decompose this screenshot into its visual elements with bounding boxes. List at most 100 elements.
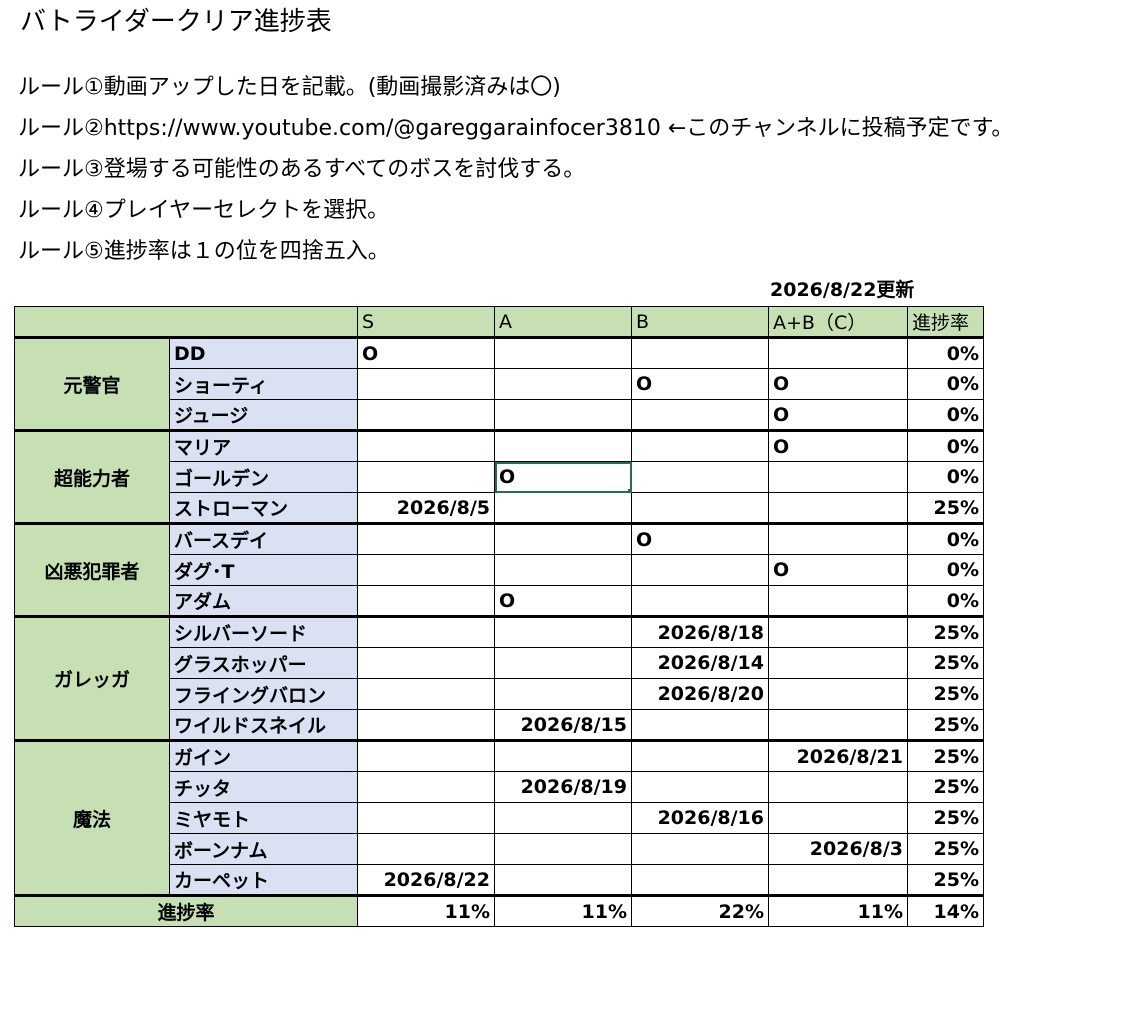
progress-cell[interactable]	[631, 429, 769, 462]
header-blank-cell[interactable]	[14, 306, 358, 339]
rate-cell[interactable]: 25%	[907, 739, 984, 772]
rate-cell[interactable]: 25%	[907, 833, 984, 865]
progress-cell[interactable]	[768, 615, 908, 648]
progress-cell[interactable]: O	[768, 368, 908, 400]
boss-name[interactable]: ゴールデン	[169, 461, 358, 493]
boss-name[interactable]: チッタ	[169, 771, 358, 803]
progress-cell[interactable]	[357, 399, 495, 431]
progress-cell[interactable]	[357, 615, 495, 648]
progress-cell[interactable]: O	[494, 461, 632, 493]
progress-cell[interactable]	[494, 337, 632, 369]
rate-cell[interactable]: 0%	[907, 429, 984, 462]
rate-cell[interactable]: 0%	[907, 461, 984, 493]
group-label[interactable]: 凶悪犯罪者	[14, 522, 170, 617]
progress-cell[interactable]	[357, 678, 495, 710]
progress-cell[interactable]	[768, 647, 908, 679]
boss-name[interactable]: ミヤモト	[169, 802, 358, 834]
progress-cell[interactable]	[357, 554, 495, 586]
total-rate-cell[interactable]: 11%	[357, 894, 495, 927]
boss-name[interactable]: シルバーソード	[169, 615, 358, 648]
progress-cell[interactable]	[494, 522, 632, 555]
progress-cell[interactable]: 2026/8/22	[357, 864, 495, 896]
rate-cell[interactable]: 0%	[907, 399, 984, 431]
group-label[interactable]: 超能力者	[14, 429, 170, 524]
total-rate-cell[interactable]: 22%	[631, 894, 769, 927]
group-label[interactable]: 元警官	[14, 337, 170, 431]
progress-cell[interactable]: 2026/8/20	[631, 678, 769, 710]
progress-cell[interactable]: 2026/8/21	[768, 739, 908, 772]
progress-cell[interactable]	[631, 492, 769, 524]
progress-cell[interactable]	[768, 461, 908, 493]
progress-cell[interactable]	[494, 802, 632, 834]
group-label[interactable]: 魔法	[14, 739, 170, 896]
progress-cell[interactable]: O	[768, 399, 908, 431]
progress-cell[interactable]	[494, 678, 632, 710]
progress-cell[interactable]: O	[631, 522, 769, 555]
rate-cell[interactable]: 25%	[907, 647, 984, 679]
progress-cell[interactable]	[494, 647, 632, 679]
progress-cell[interactable]	[631, 739, 769, 772]
total-rate-cell[interactable]: 11%	[768, 894, 908, 927]
boss-name[interactable]: ジュージ	[169, 399, 358, 431]
rate-cell[interactable]: 25%	[907, 771, 984, 803]
boss-name[interactable]: マリア	[169, 429, 358, 462]
progress-cell[interactable]	[768, 802, 908, 834]
progress-cell[interactable]	[631, 554, 769, 586]
progress-cell[interactable]	[357, 833, 495, 865]
progress-cell[interactable]	[357, 709, 495, 741]
progress-cell[interactable]	[768, 771, 908, 803]
progress-cell[interactable]	[494, 429, 632, 462]
progress-cell[interactable]	[768, 492, 908, 524]
column-header[interactable]: 進捗率	[907, 306, 984, 339]
rate-cell[interactable]: 0%	[907, 522, 984, 555]
progress-cell[interactable]	[631, 709, 769, 741]
progress-cell[interactable]	[357, 368, 495, 400]
progress-cell[interactable]: O	[357, 337, 495, 369]
progress-cell[interactable]: 2026/8/19	[494, 771, 632, 803]
progress-cell[interactable]	[357, 585, 495, 617]
progress-cell[interactable]	[631, 585, 769, 617]
progress-cell[interactable]	[357, 647, 495, 679]
progress-cell[interactable]	[631, 771, 769, 803]
progress-cell[interactable]: 2026/8/15	[494, 709, 632, 741]
column-header[interactable]: B	[631, 306, 769, 339]
progress-cell[interactable]: 2026/8/3	[768, 833, 908, 865]
progress-cell[interactable]: 2026/8/14	[631, 647, 769, 679]
progress-cell[interactable]	[357, 771, 495, 803]
total-rate-cell[interactable]: 14%	[907, 894, 984, 927]
progress-cell[interactable]	[494, 739, 632, 772]
rate-cell[interactable]: 0%	[907, 585, 984, 617]
progress-cell[interactable]: O	[494, 585, 632, 617]
total-label[interactable]: 進捗率	[14, 894, 358, 927]
rate-cell[interactable]: 0%	[907, 554, 984, 586]
rate-cell[interactable]: 0%	[907, 368, 984, 400]
column-header[interactable]: S	[357, 306, 495, 339]
rate-cell[interactable]: 25%	[907, 709, 984, 741]
progress-cell[interactable]	[768, 709, 908, 741]
progress-cell[interactable]	[494, 554, 632, 586]
progress-cell[interactable]	[357, 739, 495, 772]
progress-cell[interactable]	[357, 802, 495, 834]
column-header[interactable]: A	[494, 306, 632, 339]
progress-cell[interactable]	[631, 337, 769, 369]
progress-cell[interactable]: O	[631, 368, 769, 400]
boss-name[interactable]: ダグ･T	[169, 554, 358, 586]
boss-name[interactable]: DD	[169, 337, 358, 369]
rate-cell[interactable]: 25%	[907, 615, 984, 648]
total-rate-cell[interactable]: 11%	[494, 894, 632, 927]
rate-cell[interactable]: 25%	[907, 864, 984, 896]
progress-cell[interactable]: 2026/8/16	[631, 802, 769, 834]
progress-cell[interactable]: O	[768, 554, 908, 586]
group-label[interactable]: ガレッガ	[14, 615, 170, 741]
progress-cell[interactable]	[768, 522, 908, 555]
progress-cell[interactable]	[494, 615, 632, 648]
progress-cell[interactable]	[357, 522, 495, 555]
rate-cell[interactable]: 0%	[907, 337, 984, 369]
progress-cell[interactable]	[631, 864, 769, 896]
boss-name[interactable]: フライングバロン	[169, 678, 358, 710]
progress-cell[interactable]	[768, 337, 908, 369]
progress-cell[interactable]	[768, 585, 908, 617]
boss-name[interactable]: カーペット	[169, 864, 358, 896]
rate-cell[interactable]: 25%	[907, 802, 984, 834]
boss-name[interactable]: バースデイ	[169, 522, 358, 555]
